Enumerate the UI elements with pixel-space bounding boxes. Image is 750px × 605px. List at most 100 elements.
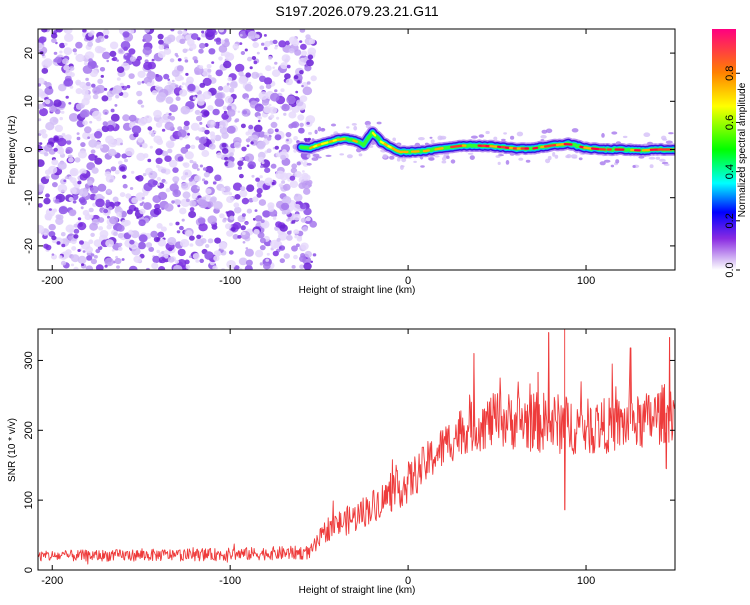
noise-speck xyxy=(42,133,48,138)
noise-speck xyxy=(124,220,131,226)
noise-speck xyxy=(155,148,163,155)
noise-speck xyxy=(277,238,281,242)
noise-speck xyxy=(260,165,263,168)
noise-speck xyxy=(297,114,304,120)
noise-speck xyxy=(264,41,271,47)
noise-speck xyxy=(82,120,88,125)
noise-speck xyxy=(167,149,172,154)
noise-speck xyxy=(181,183,188,189)
noise-speck xyxy=(157,177,161,181)
noise-speck xyxy=(260,262,263,265)
noise-speck xyxy=(219,125,223,129)
noise-speck xyxy=(238,76,247,84)
noise-speck xyxy=(234,207,241,214)
noise-speck xyxy=(191,33,199,40)
signal-halo-speck xyxy=(389,156,394,160)
noise-speck xyxy=(83,250,86,253)
noise-speck xyxy=(282,149,287,154)
noise-speck xyxy=(246,260,253,266)
noise-speck xyxy=(74,229,80,234)
noise-speck xyxy=(193,253,200,259)
noise-speck xyxy=(175,199,181,205)
noise-speck xyxy=(247,209,252,214)
signal-halo-speck xyxy=(312,157,319,161)
noise-speck xyxy=(87,136,90,139)
signal-halo-speck xyxy=(485,131,489,134)
noise-speck xyxy=(173,265,182,274)
noise-speck xyxy=(52,182,58,187)
noise-speck xyxy=(248,31,257,39)
noise-speck xyxy=(51,38,57,43)
noise-speck xyxy=(295,91,298,94)
noise-speck xyxy=(197,94,206,102)
noise-speck xyxy=(136,91,142,97)
signal-core-segment xyxy=(353,141,357,142)
noise-speck xyxy=(280,224,288,232)
noise-speck xyxy=(252,196,258,202)
noise-speck xyxy=(72,181,78,186)
noise-speck xyxy=(152,59,155,62)
noise-speck xyxy=(213,255,219,261)
noise-speck xyxy=(155,75,163,82)
noise-speck xyxy=(194,60,198,64)
noise-speck xyxy=(179,226,184,230)
noise-speck xyxy=(115,258,122,264)
noise-speck xyxy=(143,47,152,55)
signal-halo-speck xyxy=(643,132,650,137)
noise-speck xyxy=(204,180,209,184)
y-tick-label: -20 xyxy=(23,238,35,254)
noise-speck xyxy=(167,35,176,43)
noise-speck xyxy=(165,122,174,130)
noise-speck xyxy=(177,30,182,34)
noise-speck xyxy=(305,251,312,258)
noise-speck xyxy=(103,121,108,126)
noise-speck xyxy=(270,93,280,102)
noise-speck xyxy=(45,193,50,197)
x-tick-label: -200 xyxy=(41,275,63,287)
noise-speck xyxy=(251,175,254,178)
noise-speck xyxy=(279,183,283,187)
noise-speck xyxy=(65,176,68,179)
noise-speck xyxy=(82,85,88,91)
noise-speck xyxy=(216,152,223,158)
noise-speck xyxy=(104,88,107,91)
signal-halo-speck xyxy=(517,132,523,137)
noise-speck xyxy=(201,31,204,34)
signal-halo-speck xyxy=(420,165,425,167)
noise-speck xyxy=(259,85,264,89)
noise-speck xyxy=(181,175,186,180)
noise-speck xyxy=(120,83,124,87)
noise-speck xyxy=(102,95,109,101)
noise-speck xyxy=(117,66,124,73)
noise-speck xyxy=(306,217,311,221)
noise-speck xyxy=(94,131,102,139)
noise-speck xyxy=(241,225,246,230)
noise-speck xyxy=(62,58,69,64)
noise-speck xyxy=(219,242,227,250)
y-tick-label: 100 xyxy=(23,491,35,509)
signal-core-segment xyxy=(424,151,429,152)
noise-speck xyxy=(54,52,58,55)
signal-halo-speck xyxy=(352,123,357,126)
noise-speck xyxy=(207,215,217,224)
signal-halo-speck xyxy=(496,155,501,158)
noise-speck xyxy=(41,27,47,33)
noise-speck xyxy=(36,159,45,167)
noise-speck xyxy=(274,214,277,217)
noise-speck xyxy=(188,84,196,91)
noise-speck xyxy=(245,72,251,77)
noise-speck xyxy=(73,234,78,239)
noise-speck xyxy=(36,88,43,94)
noise-speck xyxy=(128,73,134,79)
noise-speck xyxy=(298,128,305,134)
noise-speck xyxy=(122,31,129,37)
noise-speck xyxy=(263,263,271,270)
noise-speck xyxy=(95,46,103,54)
noise-speck xyxy=(204,172,210,178)
noise-speck xyxy=(278,40,286,47)
noise-speck xyxy=(205,244,209,248)
noise-speck xyxy=(48,218,51,221)
noise-speck xyxy=(233,202,239,207)
noise-speck xyxy=(272,246,276,250)
